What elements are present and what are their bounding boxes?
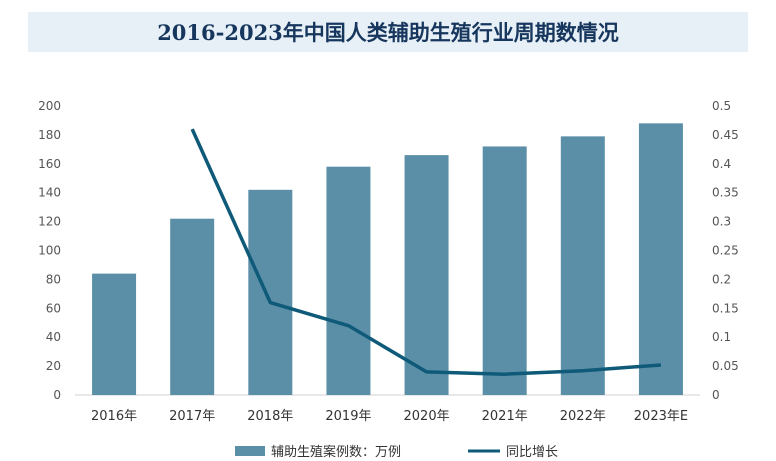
bar xyxy=(638,123,683,395)
y-left-tick: 120 xyxy=(38,215,61,229)
y-left-tick: 140 xyxy=(38,186,61,200)
x-tick-label: 2020年 xyxy=(404,409,450,424)
x-tick-label: 2017年 xyxy=(169,409,215,424)
y-right-tick: 0.2 xyxy=(712,272,731,286)
y-left-tick: 160 xyxy=(38,157,61,171)
title-bar: 2016-2023年中国人类辅助生殖行业周期数情况 xyxy=(28,12,748,52)
y-right-tick: 0 xyxy=(712,388,720,402)
y-left-tick: 60 xyxy=(46,301,61,315)
x-tick-label: 2019年 xyxy=(325,409,371,424)
y-left-tick: 40 xyxy=(46,330,61,344)
x-tick-label: 2021年 xyxy=(482,409,528,424)
y-right-tick: 0.5 xyxy=(712,99,731,113)
y-left-tick: 0 xyxy=(53,388,61,402)
y-left-tick: 80 xyxy=(46,272,61,286)
y-right-tick: 0.45 xyxy=(712,128,739,142)
bar xyxy=(92,273,137,395)
x-tick-label: 2022年 xyxy=(560,409,606,424)
bar xyxy=(560,136,605,395)
y-left-tick: 100 xyxy=(38,244,61,258)
legend-bar-label: 辅助生殖案例数：万例 xyxy=(271,444,401,460)
bar xyxy=(248,189,293,395)
legend-bar-swatch xyxy=(235,446,265,456)
y-right-tick: 0.05 xyxy=(712,359,739,373)
y-right-tick: 0.15 xyxy=(712,301,739,315)
x-tick-label: 2018年 xyxy=(247,409,293,424)
bar xyxy=(404,155,449,395)
bar xyxy=(326,166,371,395)
chart-title: 2016-2023年中国人类辅助生殖行业周期数情况 xyxy=(157,20,619,45)
x-tick-label: 2023年E xyxy=(634,409,688,424)
x-tick-label: 2016年 xyxy=(91,409,137,424)
y-right-tick: 0.35 xyxy=(712,186,739,200)
bar xyxy=(482,146,527,395)
y-left-tick: 180 xyxy=(38,128,61,142)
y-left-tick: 200 xyxy=(38,99,61,113)
y-right-tick: 0.1 xyxy=(712,330,731,344)
y-left-tick: 20 xyxy=(46,359,61,373)
legend-line-label: 同比增长 xyxy=(506,445,558,460)
bar xyxy=(170,218,215,395)
y-right-tick: 0.4 xyxy=(712,157,731,171)
y-right-tick: 0.3 xyxy=(712,215,731,229)
y-right-tick: 0.25 xyxy=(712,244,739,258)
